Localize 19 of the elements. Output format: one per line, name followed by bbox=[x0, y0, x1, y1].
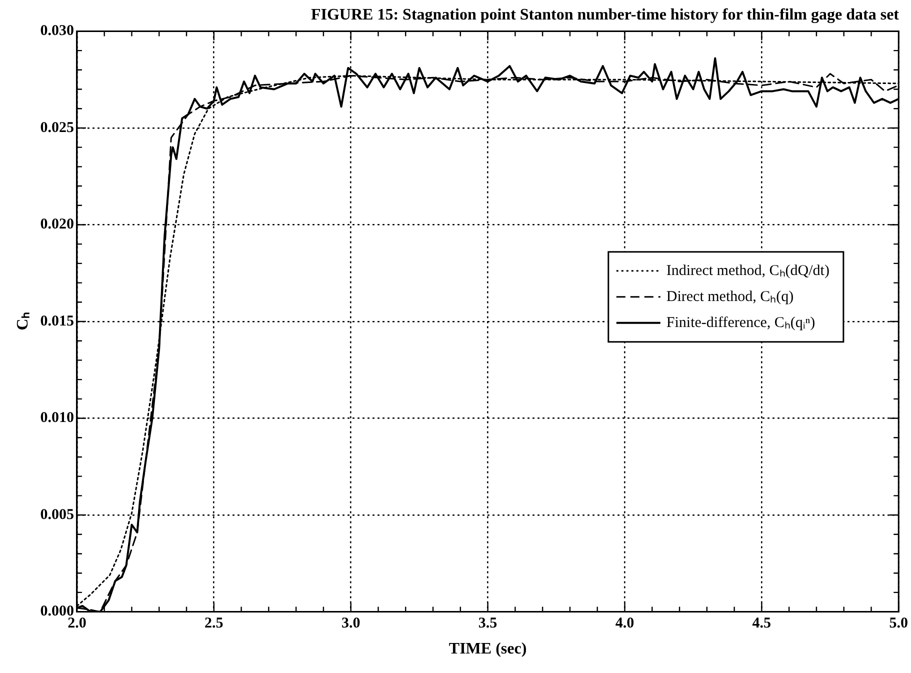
legend-label: Indirect method, Cₕ(dQ/dt) bbox=[666, 262, 830, 279]
y-tick-label: 0.025 bbox=[40, 120, 74, 136]
y-tick-label: 0.020 bbox=[40, 216, 74, 233]
y-tick-label: 0.005 bbox=[40, 506, 74, 523]
x-tick-label: 3.5 bbox=[478, 616, 498, 632]
y-axis-title: Cₕ bbox=[14, 312, 32, 330]
x-tick-label: 5.0 bbox=[889, 616, 908, 632]
x-tick-label: 2.5 bbox=[204, 616, 224, 632]
y-tick-label: 0.010 bbox=[40, 410, 74, 426]
x-tick-label: 2.0 bbox=[68, 616, 86, 632]
x-tick-label: 4.5 bbox=[752, 616, 772, 632]
legend-label: Finite-difference, Cₕ(qᵢⁿ) bbox=[666, 314, 816, 331]
y-tick-label: 0.015 bbox=[40, 313, 74, 330]
x-tick-label: 3.0 bbox=[341, 616, 360, 632]
y-tick-label: 0.030 bbox=[40, 23, 74, 40]
x-axis-title: TIME (sec) bbox=[448, 640, 527, 658]
legend-label: Direct method, Cₕ(q) bbox=[666, 288, 794, 305]
chart-title: FIGURE 15: Stagnation point Stanton number-time history for thin-film gage data set bbox=[310, 6, 900, 24]
x-tick-label: 4.0 bbox=[615, 616, 634, 632]
